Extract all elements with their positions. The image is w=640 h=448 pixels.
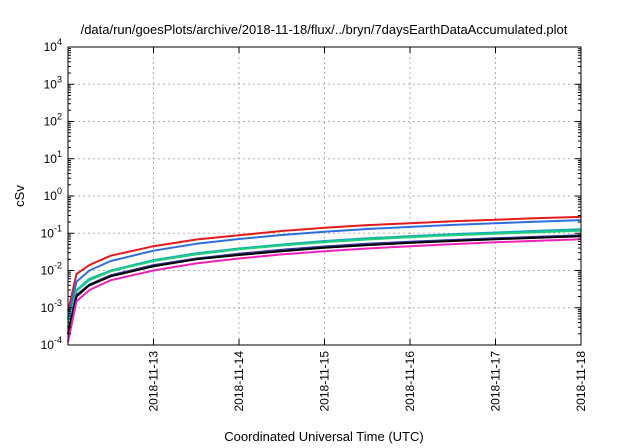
series-line-5 xyxy=(67,234,582,335)
series-line-6 xyxy=(67,235,582,335)
y-tick-label: 10-4 xyxy=(41,335,62,352)
x-axis-title: Coordinated Universal Time (UTC) xyxy=(224,429,423,444)
y-tick-label: 100 xyxy=(44,186,62,203)
y-tick-label: 10-2 xyxy=(41,261,62,278)
gridlines xyxy=(68,47,581,345)
y-tick-label: 10-3 xyxy=(41,298,62,315)
x-tick-label: 2018-11-15 xyxy=(318,351,332,412)
series-line-7 xyxy=(67,238,582,343)
y-tick-label: 104 xyxy=(44,37,62,54)
y-tick-label: 10-1 xyxy=(41,223,62,240)
y-tick-label: 102 xyxy=(44,112,62,129)
x-tick-label: 2018-11-18 xyxy=(574,351,588,412)
x-axis: 2018-11-13 2018-11-14 2018-11-15 2018-11-16… xyxy=(147,47,588,412)
x-tick-label: 2018-11-14 xyxy=(232,351,246,412)
series-line-4 xyxy=(67,229,582,328)
y-axis-title: cSv xyxy=(12,185,27,207)
y-tick-label: 103 xyxy=(44,74,62,91)
x-tick-label: 2018-11-17 xyxy=(489,351,503,412)
series-line-1 xyxy=(67,215,582,312)
chart-title: /data/run/goesPlots/archive/2018-11-18/f… xyxy=(81,22,568,37)
y-tick-label: 101 xyxy=(44,149,62,166)
series-group xyxy=(67,215,582,343)
y-axis: 10-4 10-3 10-2 10-1 100 101 102 103 104 xyxy=(41,37,581,352)
x-tick-label: 2018-11-16 xyxy=(403,351,417,412)
series-line-2 xyxy=(67,219,582,320)
x-tick-label: 2018-11-13 xyxy=(147,351,161,412)
